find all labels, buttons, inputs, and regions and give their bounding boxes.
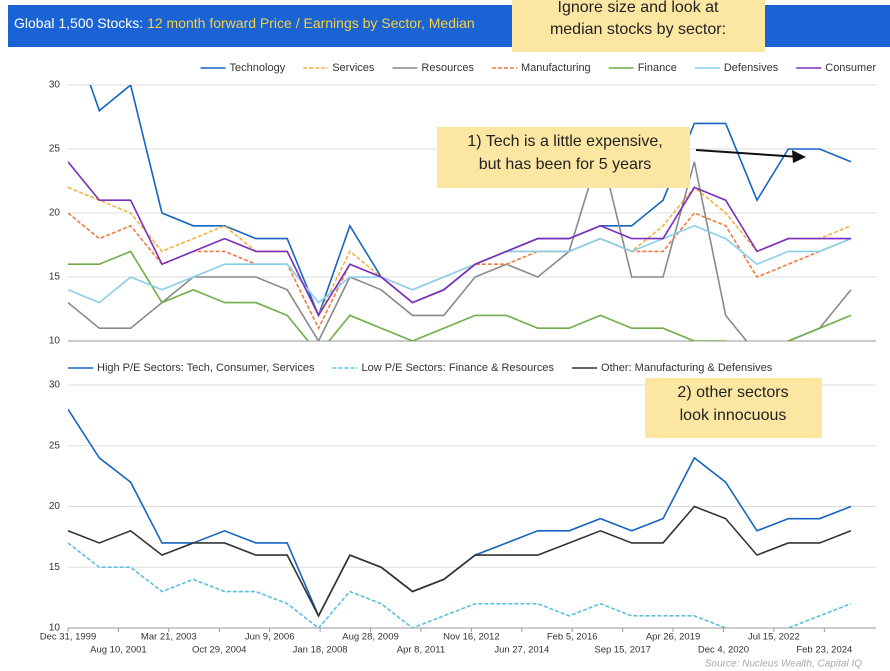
- note: 1) Tech is a little expensive, but has b…: [437, 127, 806, 188]
- sticky-note: [437, 127, 690, 188]
- y-tick-label: 10: [49, 623, 61, 634]
- note: Ignore size and look at median stocks by…: [512, 0, 765, 52]
- x-tick-label: Dec 4, 2020: [698, 645, 749, 656]
- sticky-note: [645, 378, 822, 438]
- legend: High P/E Sectors: Tech, Consumer, Servic…: [68, 362, 773, 374]
- x-tick-label: Apr 8, 2011: [397, 645, 445, 656]
- arrow-head: [792, 150, 806, 163]
- series-line: [68, 224, 852, 304]
- source: Source: Nucleus Wealth, Capital IQ: [705, 659, 862, 670]
- note-text: Ignore size and look at: [558, 0, 720, 16]
- legend-label: Other: Manufacturing & Defensives: [601, 362, 773, 374]
- legend: Technology Services Resources Manufacturing…: [200, 62, 876, 74]
- sticky-note: [512, 0, 765, 52]
- legend-label: Technology: [230, 62, 286, 74]
- note: 2) other sectors look innocuous: [645, 378, 822, 438]
- y-tick-label: 15: [49, 562, 61, 573]
- series-line: [68, 505, 852, 618]
- x-tick-label: Jun 9, 2006: [245, 632, 295, 643]
- x-tick-label: Dec 31, 1999: [40, 632, 97, 643]
- legend-label: Finance: [638, 62, 677, 74]
- note-text: median stocks by sector:: [550, 21, 726, 38]
- note-text: 1) Tech is a little expensive,: [467, 133, 662, 150]
- legend-label: Resources: [421, 62, 474, 74]
- note-text: 2) other sectors: [677, 384, 788, 401]
- y-tick-label: 10: [49, 336, 61, 347]
- y-tick-label: 15: [49, 272, 61, 283]
- x-tick-label: Aug 10, 2001: [90, 645, 147, 656]
- y-tick-label: 25: [49, 440, 61, 451]
- series-line: [68, 250, 852, 341]
- x-tick-label: Feb 23, 2024: [796, 645, 852, 656]
- arrow: [695, 149, 801, 158]
- series-line: [68, 408, 852, 618]
- header-title: Global 1,500 Stocks: 12 month forward Pr…: [14, 15, 475, 31]
- legend-label: Manufacturing: [521, 62, 591, 74]
- series-line: [68, 161, 851, 318]
- legend-label: Services: [332, 62, 375, 74]
- x-tick-label: Feb 5, 2016: [547, 632, 598, 643]
- x-tick-label: Jan 18, 2008: [293, 645, 348, 656]
- note-text: look innocuous: [680, 407, 787, 424]
- subtitle: 12 month forward Price / Earnings by Sec…: [147, 15, 475, 31]
- y-tick-label: 30: [49, 80, 61, 91]
- legend-label: High P/E Sectors: Tech, Consumer, Servic…: [97, 362, 315, 374]
- y-tick-label: 30: [49, 380, 61, 391]
- series-line: [68, 542, 852, 628]
- x-tick-label: Jun 27, 2014: [494, 645, 549, 656]
- legend-label: Consumer: [825, 62, 876, 74]
- x-tick-label: Oct 29, 2004: [192, 645, 246, 656]
- legend-label: Low P/E Sectors: Finance & Resources: [361, 362, 554, 374]
- title: Global 1,500 Stocks:: [14, 15, 143, 31]
- y-tick-label: 25: [49, 144, 61, 155]
- legend-label: Defensives: [724, 62, 779, 74]
- x-tick-label: Mar 21, 2003: [141, 632, 197, 643]
- x-tick-label: Sep 15, 2017: [594, 645, 651, 656]
- plots: 10 15 20 25 30 Technology Services Resources Man…: [40, 62, 877, 656]
- y-tick-label: 20: [49, 501, 61, 512]
- x-tick-label: Nov 16, 2012: [443, 632, 500, 643]
- note-text: but has been for 5 years: [479, 156, 652, 173]
- series-line: [68, 145, 852, 341]
- x-tick-label: Apr 26, 2019: [646, 632, 700, 643]
- x-tick-label: Aug 28, 2009: [342, 632, 399, 643]
- x-tick-label: Jul 15, 2022: [748, 632, 800, 643]
- y-tick-label: 20: [49, 208, 61, 219]
